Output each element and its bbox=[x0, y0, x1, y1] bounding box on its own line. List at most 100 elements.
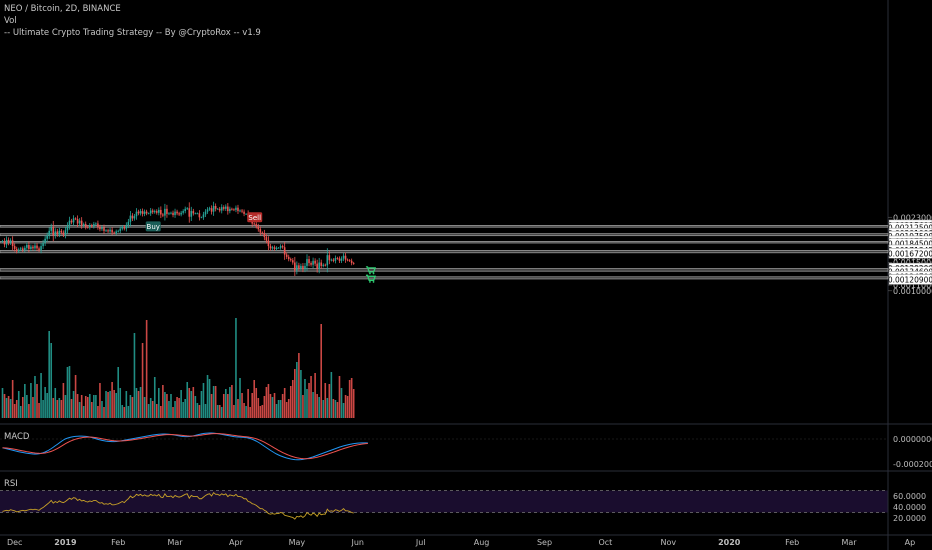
candle-body bbox=[62, 232, 65, 235]
macd-tick-label: -0.00020000 bbox=[893, 460, 932, 469]
zone-bottom-price-label: 0.00120900 bbox=[888, 275, 932, 284]
volume-bar bbox=[338, 376, 341, 418]
zone-bottom-price-label: 0.00167200 bbox=[888, 249, 932, 258]
candle-body bbox=[279, 246, 282, 248]
time-tick-label: Feb bbox=[785, 538, 799, 547]
volume-bar bbox=[233, 405, 235, 418]
volume-bar bbox=[328, 384, 331, 418]
volume-bar bbox=[160, 406, 162, 418]
candle-body bbox=[241, 210, 243, 212]
volume-bar bbox=[247, 389, 249, 418]
candle-body bbox=[125, 225, 128, 229]
volume-bar bbox=[275, 404, 278, 418]
macd-indicator bbox=[0, 432, 888, 461]
candle-body bbox=[158, 209, 160, 213]
volume-bar bbox=[109, 391, 111, 418]
candle-body bbox=[9, 240, 12, 243]
volume-bar bbox=[34, 376, 36, 418]
volume-legend[interactable]: Vol bbox=[4, 16, 17, 26]
sr-zone bbox=[0, 241, 889, 244]
volume-bar bbox=[296, 362, 298, 418]
cart-wheel bbox=[369, 272, 371, 275]
volume-bar bbox=[306, 389, 308, 418]
symbol-legend[interactable]: NEO / Bitcoin, 2D, BINANCE bbox=[4, 4, 121, 14]
volume-bar bbox=[7, 396, 10, 418]
sr-zone bbox=[0, 225, 889, 228]
volume-bar bbox=[70, 399, 73, 418]
volume-bar bbox=[1, 388, 4, 418]
time-tick-label: Sep bbox=[537, 538, 552, 547]
candle-body bbox=[255, 224, 258, 227]
volume-bar bbox=[291, 380, 294, 418]
volume-bar bbox=[285, 402, 288, 418]
candle-body bbox=[52, 226, 55, 236]
price-tick-label: 0.00110000 bbox=[893, 281, 932, 290]
axes: 0.002300000.002200000.001800000.00160000… bbox=[7, 213, 932, 547]
candle-body bbox=[135, 211, 138, 217]
candle-body bbox=[259, 229, 262, 233]
candle-body bbox=[160, 209, 162, 215]
candle-body bbox=[155, 211, 158, 213]
time-tick-label: 2020 bbox=[718, 538, 741, 547]
sr-zone bbox=[0, 276, 889, 280]
candle-body bbox=[172, 212, 174, 216]
candle-body bbox=[302, 265, 304, 270]
volume-bar bbox=[48, 331, 50, 418]
candle-body bbox=[204, 211, 207, 215]
candle-body bbox=[243, 211, 245, 214]
candle-body bbox=[261, 232, 264, 234]
candle-body bbox=[188, 208, 191, 217]
candle-body bbox=[340, 258, 343, 261]
volume-bar bbox=[231, 385, 233, 418]
volume-bar bbox=[308, 383, 310, 418]
volume-bar bbox=[287, 399, 290, 418]
candle-body bbox=[192, 211, 195, 214]
volume-bar bbox=[176, 397, 178, 418]
volume-bar bbox=[218, 405, 221, 418]
candle-body bbox=[304, 265, 306, 270]
rsi-label[interactable]: RSI bbox=[4, 479, 18, 489]
volume-bar bbox=[310, 376, 312, 418]
strategy-legend[interactable]: -- Ultimate Crypto Trading Strategy -- B… bbox=[4, 28, 261, 38]
volume-bar bbox=[170, 394, 172, 418]
candle-body bbox=[318, 262, 320, 269]
candle-body bbox=[137, 211, 140, 214]
rsi-band bbox=[0, 490, 888, 513]
candle-body bbox=[206, 209, 209, 212]
candle-body bbox=[336, 257, 339, 259]
volume-bar bbox=[273, 393, 276, 418]
volume-bar bbox=[346, 396, 349, 418]
candle-body bbox=[56, 231, 59, 235]
candle-body bbox=[263, 233, 266, 238]
candle-body bbox=[186, 208, 189, 210]
volume-bar bbox=[298, 353, 300, 418]
candle-body bbox=[287, 256, 290, 260]
volume-bar bbox=[352, 389, 355, 418]
candle-body bbox=[214, 206, 217, 209]
volume-bar bbox=[200, 391, 203, 418]
candle-body bbox=[310, 263, 312, 265]
candle-body bbox=[170, 212, 172, 214]
volume-bar bbox=[131, 397, 134, 418]
candle-body bbox=[151, 210, 154, 213]
volume-bar bbox=[316, 394, 318, 418]
candle-body bbox=[190, 211, 193, 217]
volume-bar bbox=[107, 392, 109, 418]
candle-body bbox=[300, 265, 302, 269]
sell-signal-label: Sell bbox=[248, 214, 261, 222]
volume-bar bbox=[158, 388, 160, 418]
volume-bar bbox=[348, 380, 351, 418]
candle-body bbox=[200, 217, 203, 219]
volume-bar bbox=[42, 400, 44, 418]
candle-body bbox=[153, 211, 156, 213]
volume-bar bbox=[304, 379, 306, 418]
signals: Buy Sell bbox=[145, 212, 377, 283]
volume-bar bbox=[162, 385, 164, 418]
candle-body bbox=[168, 213, 170, 215]
macd-label[interactable]: MACD bbox=[4, 432, 30, 442]
volume-bar bbox=[208, 379, 211, 418]
candle-body bbox=[235, 207, 237, 210]
volume-bar bbox=[186, 382, 189, 418]
volume-bar bbox=[261, 405, 264, 418]
